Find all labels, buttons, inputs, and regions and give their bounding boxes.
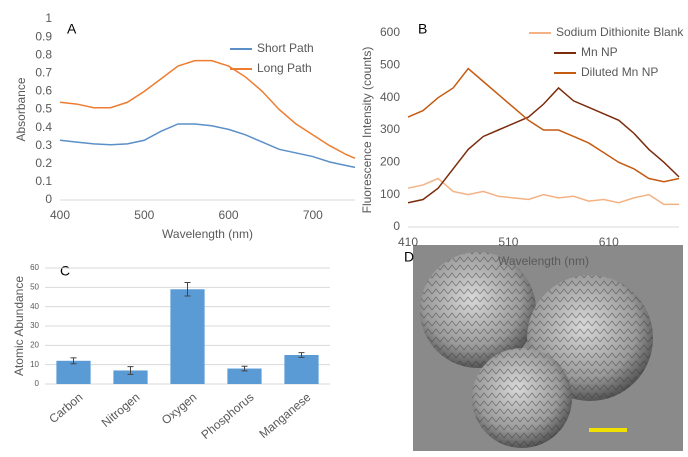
error-bar: [298, 352, 305, 358]
y-tick-label: 0.8: [35, 47, 52, 61]
x-tick-label: 700: [303, 208, 323, 222]
panel-label: B: [418, 21, 427, 37]
y-tick-label: 0: [45, 192, 52, 206]
y-tick-label: 0.5: [35, 102, 52, 116]
y-tick-label: 0.7: [35, 65, 52, 79]
y-tick-label: 300: [380, 122, 400, 136]
bar: [113, 370, 148, 384]
sem-image: D: [404, 245, 683, 451]
series-line: [59, 59, 356, 160]
y-tick-label: 40: [30, 302, 39, 311]
series-line: [407, 177, 679, 206]
y-tick-label: 0.6: [35, 84, 52, 98]
y-tick-label: 100: [380, 187, 400, 201]
series-line: [407, 86, 680, 204]
y-tick-label: 0.4: [35, 120, 52, 134]
panel-label: A: [67, 21, 77, 37]
y-axis-label: Atomic Abundance: [12, 276, 26, 376]
y-tick-label: 30: [30, 321, 39, 330]
series-line: [407, 67, 680, 183]
x-tick-label: Nitrogen: [99, 390, 143, 430]
y-tick-label: 400: [380, 90, 400, 104]
legend-label: Mn NP: [581, 45, 618, 59]
error-bar: [127, 366, 134, 375]
x-axis-label: Wavelength (nm): [498, 254, 589, 268]
y-axis-label: Absorbance: [14, 77, 28, 141]
series-line: [59, 123, 356, 169]
y-tick-label: 20: [30, 340, 39, 349]
y-axis-label: Fluorescence Intensity (counts): [360, 47, 374, 214]
y-tick-label: 0.1: [35, 174, 52, 188]
error-bar: [70, 357, 77, 365]
panel-label: C: [60, 263, 70, 279]
y-tick-label: 0.3: [35, 138, 52, 152]
y-tick-label: 1: [45, 11, 52, 25]
x-tick-label: 400: [50, 208, 70, 222]
x-tick-label: Oxygen: [159, 390, 200, 427]
x-tick-label: Carbon: [46, 390, 85, 426]
legend-label: Diluted Mn NP: [581, 65, 658, 79]
y-tick-label: 600: [380, 25, 400, 39]
bar: [56, 360, 91, 384]
legend-label: Long Path: [257, 61, 312, 75]
y-tick-label: 60: [30, 263, 39, 272]
x-tick-label: 500: [134, 208, 154, 222]
bar: [284, 355, 319, 384]
y-tick-label: 200: [380, 155, 400, 169]
x-axis-label: Wavelength (nm): [162, 227, 253, 241]
error-bar: [241, 365, 248, 372]
panel-label: D: [404, 249, 414, 265]
bar: [170, 289, 205, 384]
x-tick-label: Phosphorus: [198, 390, 256, 442]
y-tick-label: 10: [30, 360, 39, 369]
y-tick-label: 500: [380, 58, 400, 72]
x-tick-label: 610: [599, 235, 619, 249]
y-tick-label: 0.2: [35, 156, 52, 170]
x-tick-label: 600: [219, 208, 239, 222]
y-tick-label: 50: [30, 282, 39, 291]
x-tick-label: 410: [398, 235, 418, 249]
legend-label: Sodium Dithionite Blank: [556, 25, 684, 39]
legend-label: Short Path: [257, 41, 314, 55]
y-tick-label: 0: [393, 219, 400, 233]
error-bar: [184, 282, 191, 297]
x-tick-label: Manganese: [256, 390, 313, 441]
x-tick-label: 510: [498, 235, 518, 249]
bar: [227, 368, 262, 384]
y-tick-label: 0.9: [35, 29, 52, 43]
y-tick-label: 0: [35, 379, 40, 388]
